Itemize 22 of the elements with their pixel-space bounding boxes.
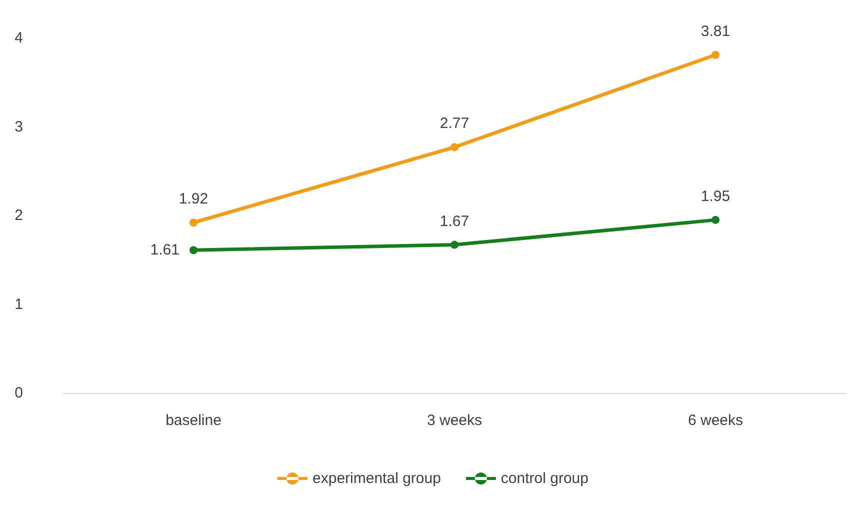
point [712,50,720,59]
data-label: 1.67 [440,212,470,230]
data-label: 1.95 [700,188,730,205]
y-tick-label: 2 [14,207,23,224]
y-tick-label: 4 [14,30,23,46]
data-label: 1.92 [178,190,208,208]
data-label: 1.61 [150,242,180,259]
y-tick-label: 1 [14,296,23,313]
data-label: 3.81 [700,22,730,40]
point [190,246,198,254]
y-tick-label: 0 [14,384,23,402]
y-tick-label: 3 [14,118,23,136]
x-tick-label: baseline [166,412,222,429]
x-tick-label: 6 weeks [688,412,744,429]
legend-label: experimental group [312,470,441,487]
point [450,143,458,152]
point [712,216,720,224]
legend-label: control group [500,470,588,487]
point [190,218,198,227]
x-tick-label: 3 weeks [426,412,482,429]
data-label: 2.77 [440,115,470,132]
point [450,240,458,249]
